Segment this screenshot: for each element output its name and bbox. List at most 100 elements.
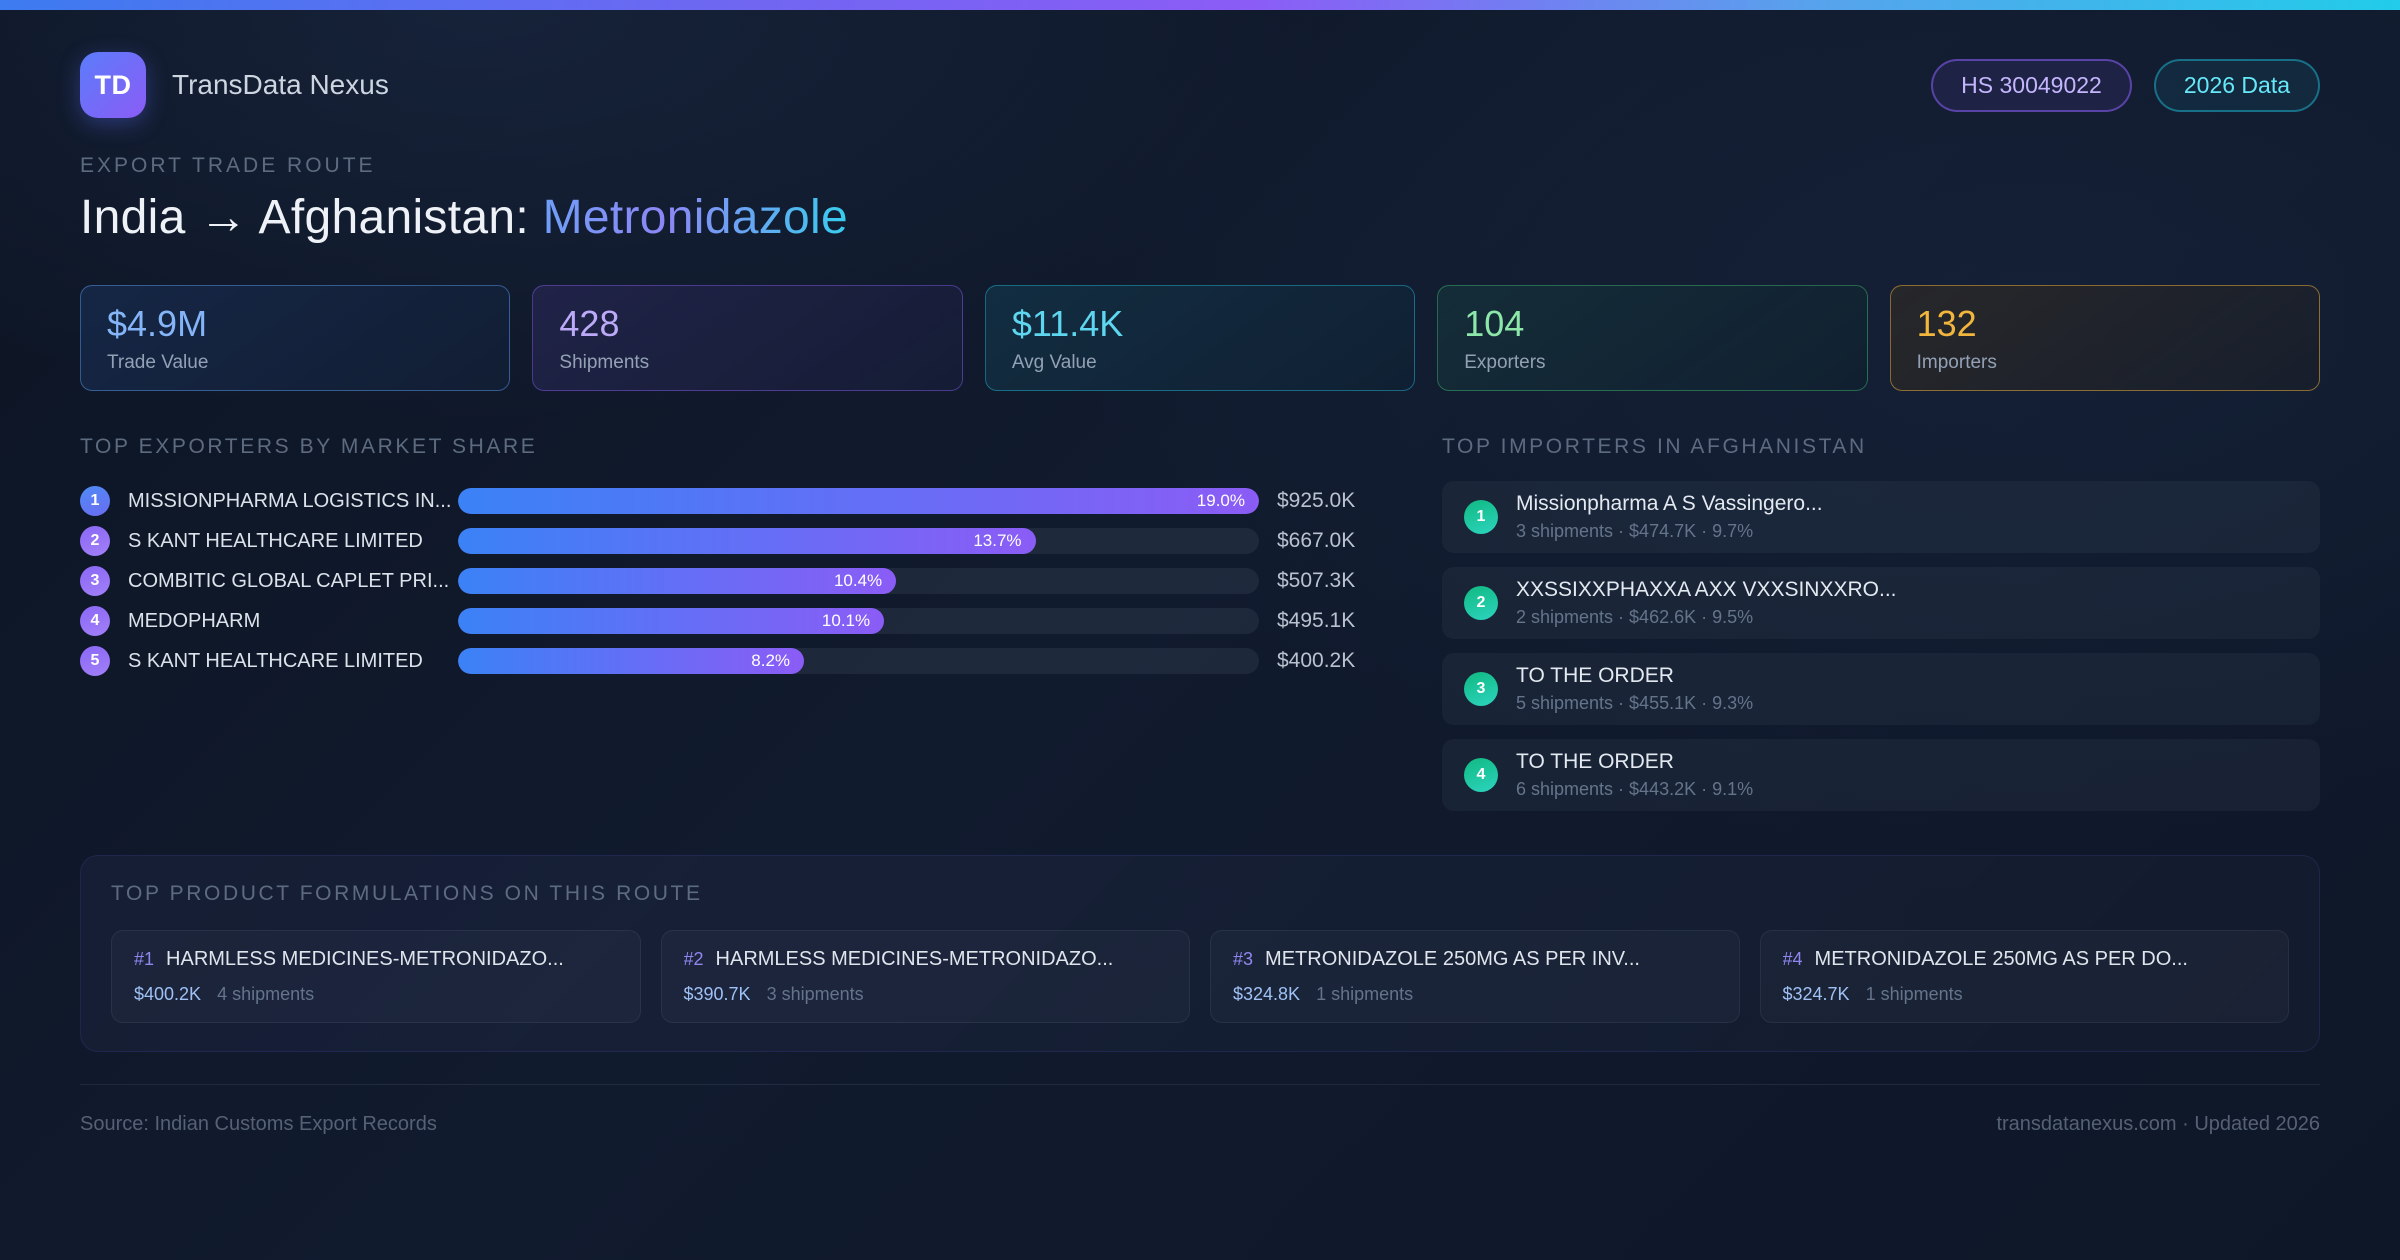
product-shipments: 3 shipments [766, 984, 864, 1004]
importer-meta: 6 shipments · $443.2K · 9.1% [1516, 779, 1754, 799]
stats-row: $4.9M Trade Value 428 Shipments $11.4K A… [80, 285, 2321, 391]
product-value: $400.2K [134, 984, 202, 1004]
market-share-percent: 19.0% [1196, 491, 1245, 510]
stat-card-avg-value: $11.4K Avg Value [984, 285, 1416, 391]
exporter-value: $400.2K [1277, 649, 1356, 672]
stat-value: 132 [1916, 302, 1977, 344]
product-card-header: #1 HARMLESS MEDICINES-METRONIDAZO... [134, 948, 618, 971]
products-title: TOP PRODUCT FORMULATIONS ON THIS ROUTE [111, 882, 703, 905]
logo-text: TD [94, 69, 132, 100]
rank-badge: 1 [80, 486, 110, 516]
exporter-name: MEDOPHARM [128, 609, 261, 632]
footer-site: transdatanexus.com · Updated 2026 [1996, 1113, 2320, 1135]
stat-value: 428 [559, 302, 620, 344]
footer: Source: Indian Customs Export Records tr… [80, 1084, 2320, 1136]
product-shipments: 1 shipments [1316, 984, 1414, 1004]
product-value: $390.7K [683, 984, 751, 1004]
product-card-stats: $390.7K 3 shipments [684, 984, 1168, 1005]
product-name: HARMLESS MEDICINES-METRONIDAZO... [715, 948, 1114, 970]
exporter-row[interactable]: 4 MEDOPHARM 10.1% $495.1K [80, 605, 1382, 637]
market-share-bar: 8.2% [458, 648, 805, 674]
importer-info: TO THE ORDER 5 shipments · $455.1K · 9.3… [1516, 664, 1753, 714]
brand: TD TransData Nexus [80, 52, 389, 118]
product-card[interactable]: #1 HARMLESS MEDICINES-METRONIDAZO... $40… [111, 930, 641, 1023]
footer-source: Source: Indian Customs Export Records [80, 1113, 437, 1135]
product-card-stats: $324.8K 1 shipments [1233, 984, 1717, 1005]
product-cards: #1 HARMLESS MEDICINES-METRONIDAZO... $40… [111, 930, 2289, 1023]
exporter-value: $667.0K [1277, 529, 1356, 552]
rank-badge: 2 [1464, 586, 1498, 620]
stat-card-importers: 132 Importers [1889, 285, 2321, 391]
product-rank: #2 [683, 949, 704, 969]
importer-item[interactable]: 1 Missionpharma A S Vassingero... 3 ship… [1442, 481, 2320, 553]
exporter-name: S KANT HEALTHCARE LIMITED [128, 649, 423, 672]
stat-label: Trade Value [107, 351, 209, 373]
market-share-bar: 10.1% [458, 608, 885, 634]
importer-meta: 3 shipments · $474.7K · 9.7% [1516, 521, 1754, 541]
hs-code-badge[interactable]: HS 30049022 [1931, 58, 2132, 112]
product-card[interactable]: #2 HARMLESS MEDICINES-METRONIDAZO... $39… [660, 930, 1190, 1023]
page-title-product: Metronidazole [542, 191, 849, 244]
stat-card-exporters: 104 Exporters [1437, 285, 1868, 391]
page-container: TD TransData Nexus HS 30049022 2026 Data… [0, 10, 2400, 1136]
top-accent-bar [0, 0, 2400, 10]
logo: TD [80, 52, 146, 118]
importer-info: TO THE ORDER 6 shipments · $443.2K · 9.1… [1516, 750, 1753, 800]
market-share-bar: 19.0% [458, 488, 1259, 514]
header-badges: HS 30049022 2026 Data [1931, 58, 2320, 112]
rank-badge: 4 [80, 606, 110, 636]
rank-badge: 3 [80, 566, 110, 596]
market-share-percent: 10.4% [833, 571, 883, 590]
product-card-header: #2 HARMLESS MEDICINES-METRONIDAZO... [684, 948, 1168, 971]
market-share-bar-track: 10.1% [458, 608, 1259, 634]
product-rank: #1 [134, 949, 155, 969]
products-panel: TOP PRODUCT FORMULATIONS ON THIS ROUTE #… [80, 855, 2320, 1052]
rank-badge: 3 [1464, 672, 1498, 706]
market-share-percent: 8.2% [751, 651, 791, 670]
importers-list: 1 Missionpharma A S Vassingero... 3 ship… [1442, 481, 2320, 811]
market-share-bar-track: 19.0% [458, 488, 1259, 514]
market-share-bar-track: 13.7% [458, 528, 1259, 554]
importer-meta: 2 shipments · $462.6K · 9.5% [1516, 607, 1754, 627]
exporter-row[interactable]: 2 S KANT HEALTHCARE LIMITED 13.7% $667.0… [80, 525, 1382, 557]
product-shipments: 1 shipments [1865, 984, 1963, 1004]
market-share-bar-track: 10.4% [458, 568, 1259, 594]
importer-meta: 5 shipments · $455.1K · 9.3% [1516, 693, 1754, 713]
exporters-title: TOP EXPORTERS BY MARKET SHARE [80, 435, 538, 458]
exporter-value: $925.0K [1277, 489, 1356, 512]
product-card-header: #4 METRONIDAZOLE 250MG AS PER DO... [1783, 948, 2267, 971]
product-card[interactable]: #3 METRONIDAZOLE 250MG AS PER INV... $32… [1210, 930, 1740, 1023]
importer-item[interactable]: 2 XXSSIXXPHAXXA AXX VXXSINXXRO... 2 ship… [1442, 567, 2320, 639]
exporter-row[interactable]: 1 MISSIONPHARMA LOGISTICS IN... 19.0% $9… [80, 485, 1382, 517]
section-eyebrow: EXPORT TRADE ROUTE [80, 154, 376, 177]
stat-label: Avg Value [1011, 351, 1097, 373]
stat-label: Exporters [1464, 351, 1546, 373]
main-columns: TOP EXPORTERS BY MARKET SHARE 1 MISSIONP… [80, 435, 2320, 825]
exporter-name: COMBITIC GLOBAL CAPLET PRI... [128, 569, 450, 592]
exporter-name: MISSIONPHARMA LOGISTICS IN... [128, 489, 452, 512]
brand-name: TransData Nexus [172, 69, 389, 100]
product-name: HARMLESS MEDICINES-METRONIDAZO... [166, 948, 564, 970]
stat-value: $11.4K [1011, 302, 1124, 344]
rank-badge: 5 [80, 646, 110, 676]
market-share-percent: 10.1% [821, 611, 871, 630]
exporter-name: S KANT HEALTHCARE LIMITED [128, 529, 423, 552]
importer-name: Missionpharma A S Vassingero... [1516, 492, 1823, 515]
exporter-row[interactable]: 3 COMBITIC GLOBAL CAPLET PRI... 10.4% $5… [80, 565, 1382, 597]
product-card[interactable]: #4 METRONIDAZOLE 250MG AS PER DO... $324… [1759, 930, 2289, 1023]
stat-value: $4.9M [107, 302, 208, 344]
product-card-stats: $400.2K 4 shipments [134, 984, 618, 1005]
importer-item[interactable]: 4 TO THE ORDER 6 shipments · $443.2K · 9… [1442, 739, 2320, 811]
exporters-list: 1 MISSIONPHARMA LOGISTICS IN... 19.0% $9… [80, 485, 1382, 677]
exporter-value: $507.3K [1277, 569, 1356, 592]
product-card-header: #3 METRONIDAZOLE 250MG AS PER INV... [1233, 948, 1717, 971]
exporter-row[interactable]: 5 S KANT HEALTHCARE LIMITED 8.2% $400.2K [80, 645, 1382, 677]
product-card-stats: $324.7K 1 shipments [1783, 984, 2267, 1005]
product-name: METRONIDAZOLE 250MG AS PER INV... [1265, 948, 1640, 970]
page-title-route: India → Afghanistan: [80, 191, 543, 244]
rank-badge: 1 [1464, 500, 1498, 534]
importer-item[interactable]: 3 TO THE ORDER 5 shipments · $455.1K · 9… [1442, 653, 2320, 725]
stat-label: Importers [1916, 351, 1997, 373]
data-year-badge[interactable]: 2026 Data [2153, 58, 2320, 112]
market-share-bar-track: 8.2% [458, 648, 1259, 674]
